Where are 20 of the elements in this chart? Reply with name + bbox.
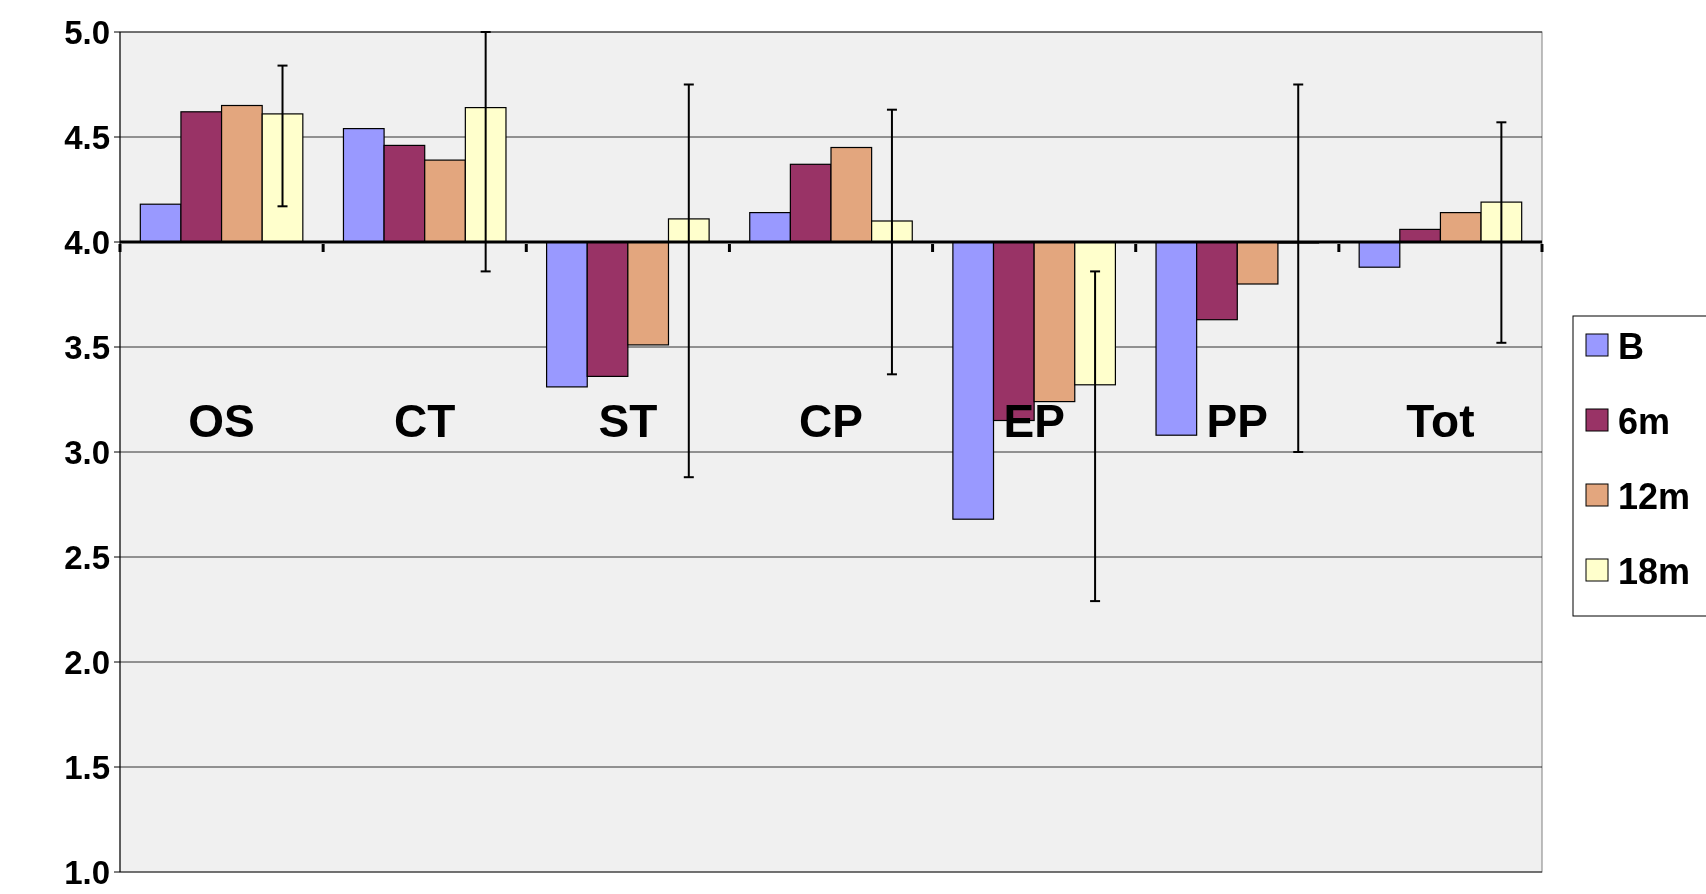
- legend-label: 12m: [1618, 475, 1691, 517]
- x-tick-label: CP: [799, 395, 863, 447]
- legend-label: 18m: [1618, 550, 1691, 592]
- y-tick-label: 4.5: [64, 118, 110, 156]
- y-tick-label: 2.5: [64, 538, 110, 576]
- legend-label: 6m: [1618, 400, 1671, 442]
- y-tick-label: 5.0: [64, 13, 110, 51]
- legend-label: B: [1618, 325, 1644, 367]
- x-tick-label: PP: [1206, 395, 1268, 447]
- x-tick-label: OS: [188, 395, 255, 447]
- y-tick-label: 4.0: [64, 223, 110, 261]
- y-tick-label: 3.0: [64, 433, 110, 471]
- y-tick-label: 3.5: [64, 328, 110, 366]
- x-tick-label: ST: [598, 395, 658, 447]
- y-tick-label: 1.5: [64, 748, 110, 786]
- x-tick-label: EP: [1003, 395, 1065, 447]
- y-tick-label: 1.0: [64, 853, 110, 891]
- x-tick-label: Tot: [1406, 395, 1475, 447]
- y-tick-label: 2.0: [64, 643, 110, 681]
- x-tick-label: CT: [394, 395, 456, 447]
